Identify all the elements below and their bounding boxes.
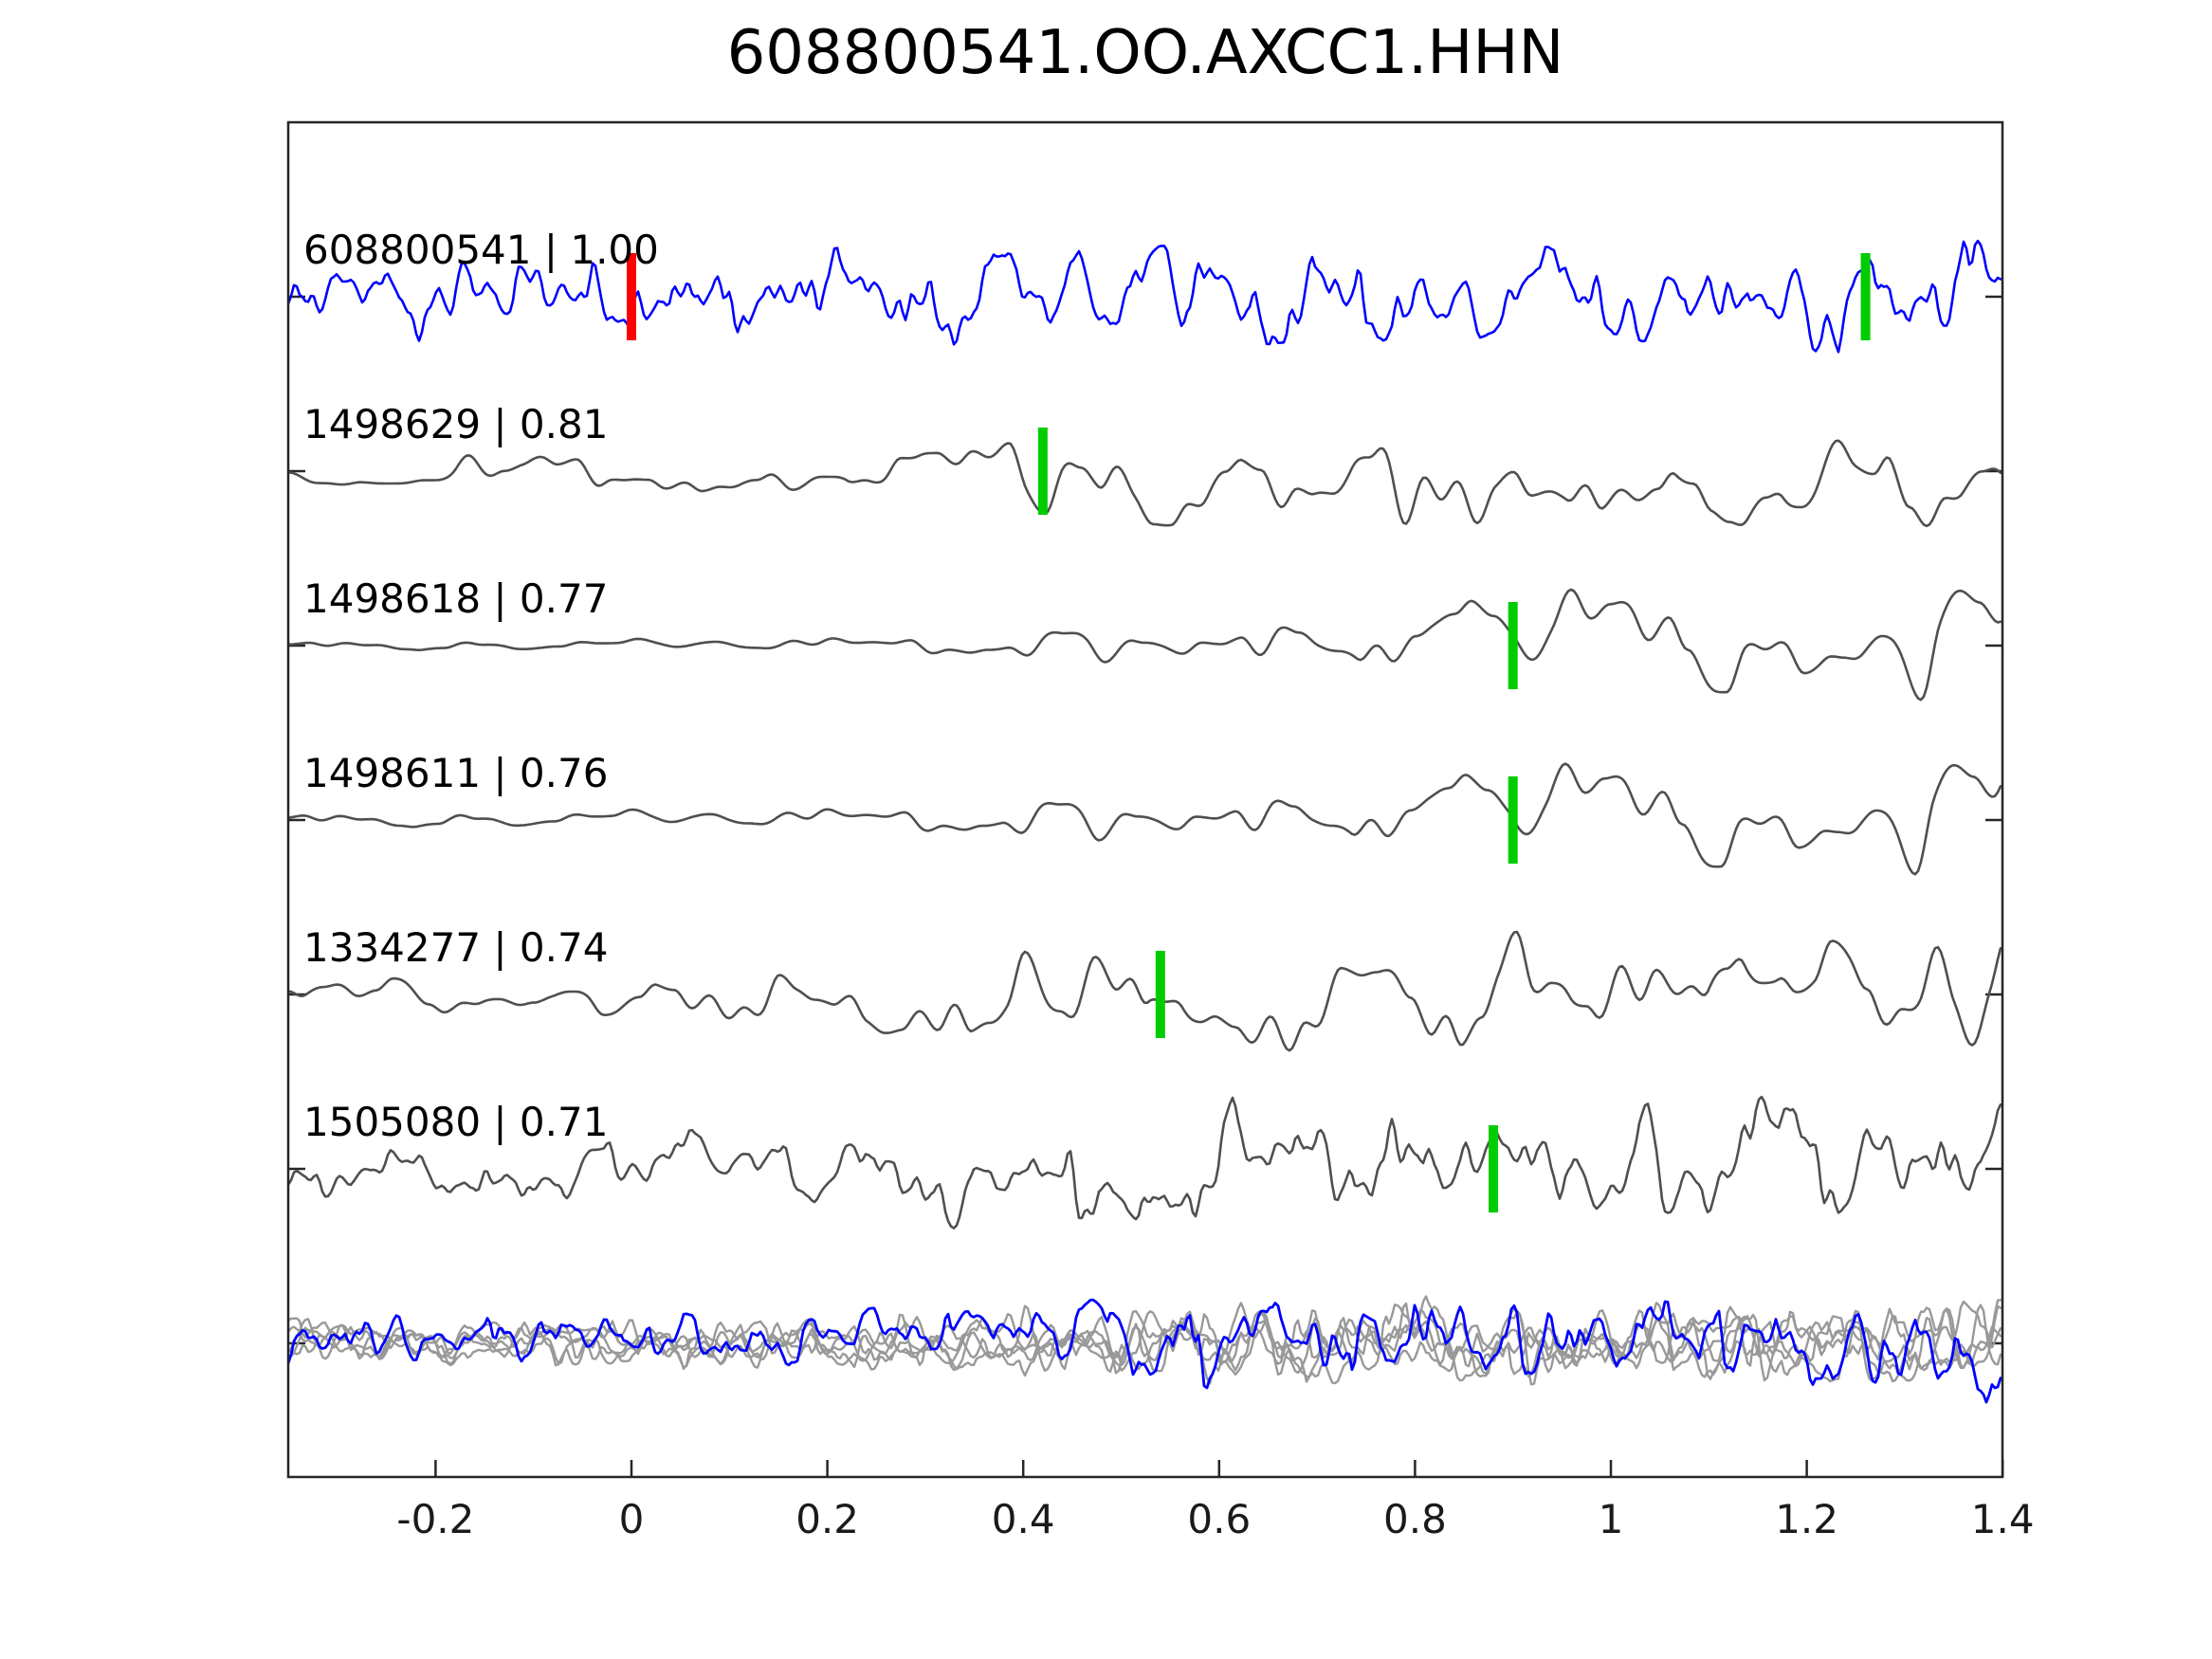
waveform-trace-608800541 [288,239,2002,354]
trace-label: 1498618 | 0.77 [303,575,609,622]
pick-marker-green [1489,1125,1499,1212]
waveform-trace-1498611 [288,762,2002,876]
waveform-trace-1505080 [288,1095,2002,1230]
plot-border [286,120,2004,1479]
x-tick-label: 0.8 [1382,1496,1447,1542]
overlay-trace-gray [288,1300,2002,1385]
pick-marker-green [1037,428,1048,515]
pick-marker-red [627,253,636,340]
x-tick-label: 0.6 [1187,1496,1252,1542]
trace-label: 608800541 | 1.00 [303,227,659,273]
pick-marker-green [1508,602,1518,689]
figure-title: 608800541.OO.AXCC1.HHN [726,18,1564,88]
trace-label: 1505080 | 0.71 [303,1099,609,1145]
trace-label: 1334277 | 0.74 [303,924,609,971]
waveform-trace-1334277 [288,930,2002,1052]
waveforms-group [288,239,2002,1404]
overlay-trace-gray [288,1302,2002,1382]
x-tick-label: 1.2 [1775,1496,1838,1542]
x-tick-label: 0.2 [795,1496,859,1542]
waveform-trace-1498629 [288,439,2002,528]
trace-label: 1498629 | 0.81 [303,401,609,447]
overlay-trace-gray [288,1295,2002,1386]
x-tick-label: 1 [1598,1496,1624,1542]
waveform-trace-1498618 [288,588,2002,702]
x-tick-label: 0 [618,1496,645,1542]
trace-label: 1498611 | 0.76 [303,750,609,796]
overlay-trace-template [288,1298,2002,1404]
pick-marker-green [1860,253,1871,340]
x-tick-label: -0.2 [396,1496,475,1542]
x-tick-label: 1.4 [1970,1496,2035,1542]
pick-marker-green [1508,776,1518,864]
pick-marker-green [1155,951,1165,1038]
x-tick-label: 0.4 [991,1496,1055,1542]
